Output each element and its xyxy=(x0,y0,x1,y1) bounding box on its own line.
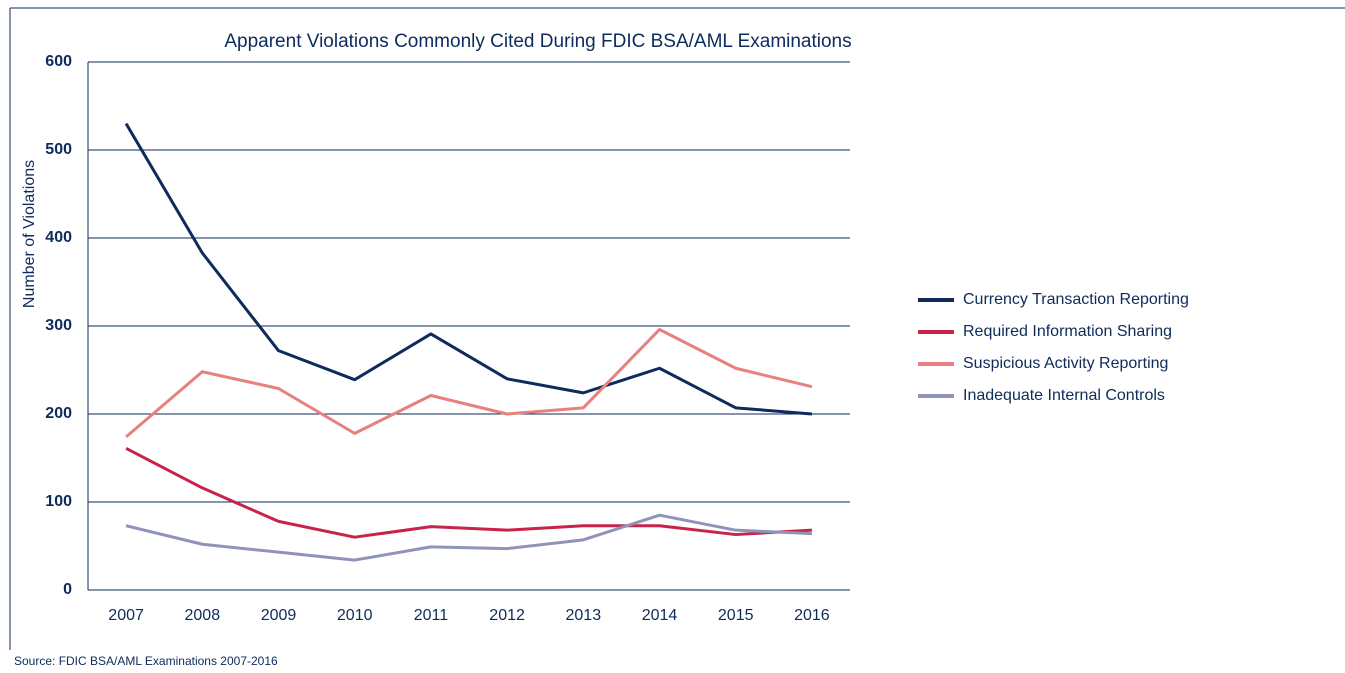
y-tick-label: 100 xyxy=(45,493,72,510)
x-tick-label: 2008 xyxy=(185,607,221,624)
x-tick-label: 2014 xyxy=(642,607,678,624)
x-tick-label: 2010 xyxy=(337,607,373,624)
x-tick-label: 2016 xyxy=(794,607,830,624)
y-tick-label: 200 xyxy=(45,405,72,422)
legend-label: Inadequate Internal Controls xyxy=(963,387,1165,404)
legend-label: Suspicious Activity Reporting xyxy=(963,355,1168,372)
x-tick-label: 2013 xyxy=(566,607,602,624)
y-axis-label: Number of Violations xyxy=(21,160,38,308)
series-line xyxy=(124,122,813,416)
legend-label: Required Information Sharing xyxy=(963,323,1172,340)
legend-label: Currency Transaction Reporting xyxy=(963,291,1189,308)
x-tick-label: 2011 xyxy=(414,607,449,624)
x-tick-label: 2015 xyxy=(718,607,754,624)
y-tick-label: 500 xyxy=(45,141,72,158)
series-line xyxy=(125,513,812,562)
y-tick-label: 600 xyxy=(45,53,72,70)
series-line xyxy=(125,328,813,439)
y-tick-label: 400 xyxy=(45,229,72,246)
x-tick-label: 2007 xyxy=(108,607,144,624)
source-note: Source: FDIC BSA/AML Examinations 2007-2… xyxy=(14,654,278,668)
y-tick-label: 0 xyxy=(63,581,72,598)
y-tick-label: 300 xyxy=(45,317,72,334)
chart-title: Apparent Violations Commonly Cited Durin… xyxy=(224,31,851,52)
x-tick-label: 2009 xyxy=(261,607,297,624)
x-tick-label: 2012 xyxy=(489,607,525,624)
series-line xyxy=(125,446,812,539)
